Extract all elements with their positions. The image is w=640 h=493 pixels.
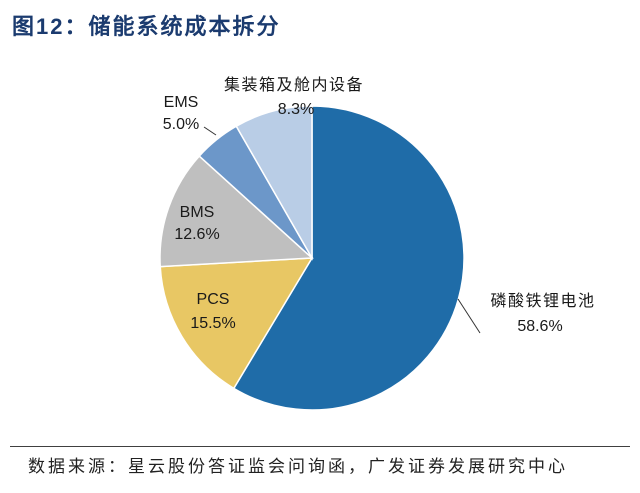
source-divider <box>10 446 630 447</box>
slice-value-container-equipment: 8.3% <box>278 101 314 118</box>
pie-chart: 磷酸铁锂电池 58.6% PCS 15.5% BMS 12.6% EMS 5.0% 集装箱及舱内… <box>159 76 595 411</box>
slice-value-lfp-battery: 58.6% <box>517 318 562 335</box>
pie-labels: 磷酸铁锂电池 58.6% PCS 15.5% BMS 12.6% EMS 5.0% 集装箱及舱内… <box>163 76 595 335</box>
slice-label-lfp-battery: 磷酸铁锂电池 <box>490 292 595 310</box>
pie-slices <box>159 105 465 411</box>
leader-line-ems <box>203 126 217 136</box>
pie-leader-lines <box>203 126 481 334</box>
pie-slice-bms <box>159 155 314 268</box>
slice-value-bms: 12.6% <box>174 226 219 243</box>
leader-line-lfp-battery <box>457 298 481 334</box>
slice-value-pcs: 15.5% <box>190 315 235 332</box>
slice-value-ems: 5.0% <box>163 116 199 133</box>
chart-title: 图12：储能系统成本拆分 <box>12 14 281 39</box>
source-note: 数据来源：星云股份答证监会问询函，广发证券发展研究中心 <box>28 457 568 476</box>
slice-label-pcs: PCS <box>197 291 230 308</box>
pie-slice-pcs <box>159 257 314 390</box>
pie-slice-container-equipment <box>235 105 313 261</box>
slice-label-bms: BMS <box>180 204 215 221</box>
pie-slice-lfp-battery <box>232 105 465 411</box>
slice-label-ems: EMS <box>164 94 199 111</box>
slice-label-container-equipment: 集装箱及舱内设备 <box>224 76 364 94</box>
